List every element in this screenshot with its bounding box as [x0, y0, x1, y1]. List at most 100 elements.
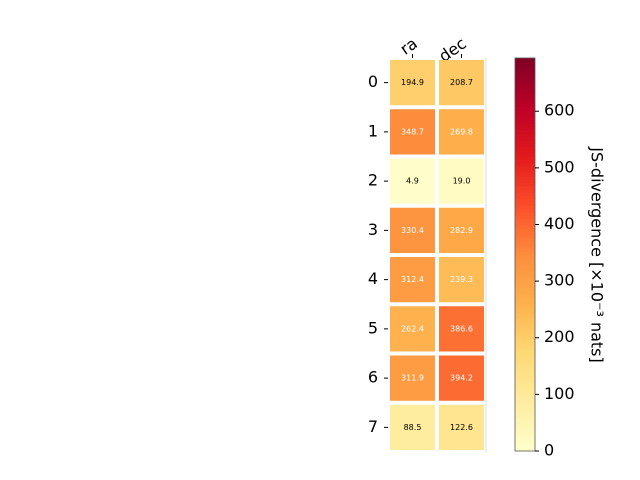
colorbar-segment	[515, 283, 535, 288]
colorbar-segment	[515, 136, 535, 141]
colorbar-segment	[515, 130, 535, 134]
colorbar-segment	[515, 270, 535, 275]
row-tick-label: 4	[368, 269, 378, 288]
colorbar-segment	[515, 143, 535, 148]
colorbar-segment	[515, 156, 535, 161]
cell-value-label: 208.7	[450, 78, 473, 87]
colorbar-segment	[515, 411, 535, 416]
colorbar-tick-label: 400	[544, 214, 575, 233]
colorbar-segment	[515, 74, 535, 79]
heatmap-cell	[390, 60, 435, 106]
heatmap-cell	[439, 60, 484, 106]
colorbar-segment	[515, 247, 535, 252]
heatmap-cell	[390, 109, 435, 155]
cell-value-label: 282.9	[450, 226, 473, 235]
colorbar-segment	[515, 58, 535, 62]
colorbar-segment	[515, 205, 535, 210]
colorbar-segment	[515, 80, 535, 85]
heatmap-cell	[390, 404, 435, 450]
row-tick-label: 1	[368, 121, 378, 140]
heatmap-cell	[439, 109, 484, 155]
row-tick-label: 7	[368, 417, 378, 436]
heatmap-cell	[390, 158, 435, 204]
colorbar-tick-label: 300	[544, 271, 575, 290]
colorbar-segment	[515, 221, 535, 226]
cell-value-label: 122.6	[450, 423, 473, 432]
colorbar-segment	[515, 139, 535, 144]
colorbar-segment	[515, 359, 535, 364]
colorbar-segment	[515, 336, 535, 341]
colorbar-segment	[515, 326, 535, 331]
colorbar-segment	[515, 90, 535, 95]
cell-value-label: 394.2	[450, 374, 473, 383]
colorbar-segment	[515, 342, 535, 347]
colorbar-segment	[515, 97, 535, 102]
colorbar-segment	[515, 244, 535, 249]
colorbar-segment	[515, 362, 535, 367]
row-tick-label: 2	[368, 171, 378, 190]
heatmap-cell	[439, 257, 484, 303]
colorbar-segment	[515, 414, 535, 419]
colorbar-segment	[515, 185, 535, 190]
colorbar-segment	[515, 277, 535, 282]
colorbar-segment	[515, 375, 535, 380]
colorbar-segment	[515, 323, 535, 328]
colorbar-segment	[515, 356, 535, 360]
colorbar-segment	[515, 378, 535, 383]
row-tick-label: 5	[368, 318, 378, 337]
colorbar-segment	[515, 215, 535, 220]
colorbar-segment	[515, 392, 535, 396]
colorbar-segment	[515, 241, 535, 246]
colorbar-segment	[515, 444, 535, 449]
colorbar-segment	[515, 431, 535, 436]
colorbar-segment	[515, 211, 535, 216]
colorbar-segment	[515, 267, 535, 272]
colorbar-segment	[515, 290, 535, 295]
colorbar-segment	[515, 287, 535, 292]
colorbar-segment	[515, 110, 535, 115]
cell-value-label: 330.4	[401, 226, 424, 235]
colorbar-segment	[515, 225, 535, 229]
colorbar-segment	[515, 103, 535, 108]
colorbar-segment	[515, 120, 535, 125]
colorbar-tick-label: 100	[544, 384, 575, 403]
colorbar-segment	[515, 385, 535, 390]
colorbar-label: JS-divergence [×10⁻³ nats]	[588, 146, 607, 362]
heatmap-cell	[439, 158, 484, 204]
colorbar: 0 100 200 300 400 500 600	[514, 57, 575, 460]
colorbar-segment	[515, 61, 535, 66]
colorbar-segment	[515, 94, 535, 98]
colorbar-tick-label: 200	[544, 327, 575, 346]
colorbar-segment	[515, 234, 535, 239]
heatmap-cells: 194.9 208.7 348.7 269.8 4.9 19.0 330.4 282.9 312…	[390, 58, 487, 452]
colorbar-segment	[515, 329, 535, 334]
colorbar-segment	[515, 401, 535, 406]
colorbar-segment	[515, 231, 535, 236]
colorbar-segment	[515, 238, 535, 242]
cell-value-label: 4.9	[406, 177, 419, 186]
colorbar-segment	[515, 428, 535, 432]
colorbar-segment	[515, 300, 535, 305]
colorbar-segment	[515, 257, 535, 262]
colorbar-segment	[515, 349, 535, 354]
heatmap-cell	[439, 404, 484, 450]
colorbar-segment	[515, 421, 535, 426]
colorbar-segment	[515, 398, 535, 403]
cell-value-label: 262.4	[401, 324, 424, 333]
colorbar-segment	[515, 313, 535, 318]
colorbar-segment	[515, 303, 535, 308]
colorbar-tick-label: 500	[544, 157, 575, 176]
cell-value-label: 239.3	[450, 275, 473, 284]
cell-value-label: 19.0	[453, 177, 471, 186]
colorbar-segment	[515, 146, 535, 151]
cell-value-label: 348.7	[401, 127, 424, 136]
cell-value-label: 311.9	[401, 374, 424, 383]
colorbar-segment	[515, 195, 535, 200]
colorbar-segment	[515, 447, 535, 452]
colorbar-segment	[515, 424, 535, 429]
colorbar-segment	[515, 152, 535, 157]
colorbar-segment	[515, 228, 535, 233]
heatmap-cell	[390, 355, 435, 401]
colorbar-segment	[515, 405, 535, 410]
row-tick-label: 6	[368, 368, 378, 387]
